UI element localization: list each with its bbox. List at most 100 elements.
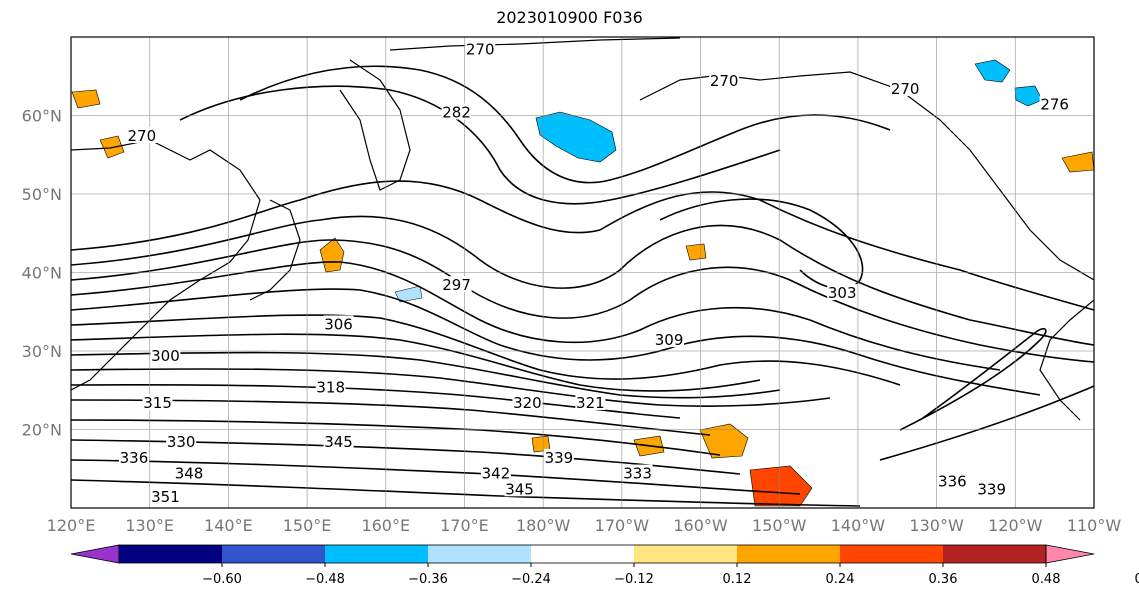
contour-label-background [512,393,543,410]
colorbar-tick-label: −0.12 [614,572,654,587]
colorbar-segment [737,545,841,563]
positive-patch-pnw [1061,151,1094,173]
coastline-arctic [389,37,681,51]
colorbar-extend-high [1045,544,1095,564]
colorbar-segment [222,545,326,563]
contour-label-background [315,378,346,395]
contour-label: 351 [151,488,180,506]
colorbar-segment [428,545,532,563]
contour-label: 339 [977,480,1006,498]
colorbar-tick-label: −0.48 [305,572,345,587]
longitude-tick-label: 160°W [673,516,728,535]
contour-label: 320 [513,394,542,412]
contour-label-background [150,346,181,363]
map-title: 2023010900 F036 [496,8,643,27]
coastline-asia [71,139,261,391]
contour-label-background [142,393,173,410]
colorbar-frame [118,544,1047,564]
contour-label: 336 [120,449,149,467]
positive-patch-nw [71,89,101,109]
contour-label: 306 [324,315,353,333]
colorbar-segment [531,545,635,563]
latitude-tick-label: 20°N [22,421,62,440]
contour-label-background [937,472,968,489]
longitude-tick-label: 170°W [595,516,650,535]
negative-patch-alaska-ne [974,59,1011,83]
longitude-tick-label: 110°W [1067,516,1122,535]
contour-label-background [480,464,511,481]
contour-label: 270 [710,72,739,90]
longitude-tick-label: 140°W [831,516,886,535]
latitude-tick-label: 30°N [22,342,62,361]
longitude-tick-label: 150°W [752,516,807,535]
contour-label-background [709,72,740,89]
contour-label: 282 [442,104,471,122]
contour-label-background [890,79,921,96]
colorbar-tick-label: 0.24 [826,572,855,587]
colorbar-segment [325,545,429,563]
negative-patch-bering [535,111,617,163]
longitude-tick-label: 130°W [909,516,964,535]
latitude-tick-label: 60°N [22,107,62,126]
colorbar-segment [943,545,1047,563]
contour-label-background [575,393,606,410]
coastline-north-america [1039,299,1094,421]
contour-label: 342 [482,465,511,483]
longitude-tick-label: 120°W [988,516,1043,535]
contour-label-background [150,488,181,505]
colorbar-segment [634,545,738,563]
contour-label: 318 [316,378,345,396]
colorbar-segment [840,545,944,563]
colorbar-tick-labels: −0.60 −0.48 −0.36 −0.24 −0.12 0.12 0.24 0.36 0.4… [202,563,1139,587]
contour-label-background [543,448,574,465]
negative-patch-alaska-e [1014,85,1043,107]
contour-label: 330 [167,433,196,451]
contour-label-background [504,480,535,497]
negative-patch-subtropic [394,285,423,303]
colorbar-tick-label: −0.60 [202,572,242,587]
longitude-tick-label: 150°E [283,516,332,535]
colorbar-tick-label: 0.12 [723,572,752,587]
longitude-tick-label: 180°W [516,516,571,535]
contour-label-background [323,433,354,450]
map-frame [70,36,1095,509]
contour-label: 300 [151,347,180,365]
latitude-tick-labels: 20°N 30°N 40°N 50°N 60°N [22,107,62,440]
colorbar-tick-label: 0.48 [1032,572,1061,587]
colorbar-extend-low [70,544,120,564]
contour-label-background [976,480,1007,497]
contour-label: 336 [938,472,967,490]
contour-label: 276 [1040,96,1069,114]
contour-label-background [441,276,472,293]
contour-label: 270 [128,127,157,145]
contour-lines [71,65,1094,507]
colorbar-tick-label: −0.24 [511,572,551,587]
contour-label: 333 [623,465,652,483]
colorbar-segment [119,545,223,563]
longitude-tick-label: 160°E [361,516,410,535]
contour-label-background [174,464,205,481]
contour-label: 348 [175,465,204,483]
contour-label-background [465,40,496,57]
contour-label: 339 [545,449,574,467]
contour-label: 270 [466,41,495,59]
contour-label: 309 [655,331,684,349]
contour-label: 297 [442,276,471,294]
positive-patch-central [685,243,707,261]
longitude-tick-label: 140°E [204,516,253,535]
longitude-tick-labels: 120°E 130°E 140°E 150°E 160°E 170°E 180°W 170°W… [47,516,1122,535]
contour-label-background [323,315,354,332]
longitude-tick-label: 120°E [47,516,96,535]
latitude-tick-label: 50°N [22,185,62,204]
contour-label-background [827,284,858,301]
latitude-tick-label: 40°N [22,264,62,283]
contour-label-background [118,448,149,465]
colorbar [70,544,1095,564]
map-plot-area: 270 270 270 270 276 282 297 303 306 309 300 315 318 3… [71,37,1094,508]
colorbar-tick-label: 0.60 [1135,572,1139,587]
contour-label-background [126,127,157,144]
contour-label-background [654,331,685,348]
longitude-tick-label: 130°E [125,516,174,535]
positive-patch-south [749,465,813,507]
